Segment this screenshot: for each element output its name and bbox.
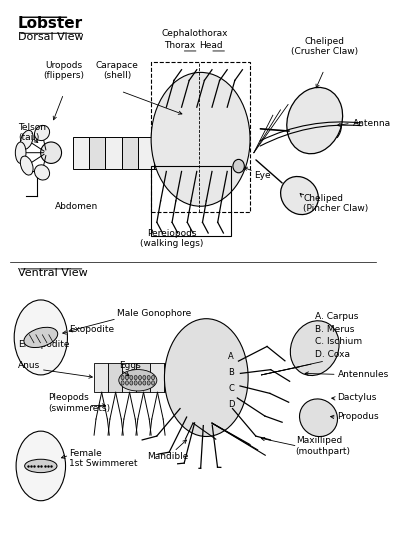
Text: Ventral View: Ventral View xyxy=(18,268,88,278)
Bar xyxy=(108,363,122,392)
Text: Pleopods
(swimmerets): Pleopods (swimmerets) xyxy=(48,393,110,413)
Text: Thorax: Thorax xyxy=(164,41,195,50)
Text: Eye: Eye xyxy=(254,171,270,180)
Text: Cephalothorax: Cephalothorax xyxy=(162,29,228,37)
Text: A: A xyxy=(228,352,234,361)
Circle shape xyxy=(138,381,142,385)
Text: Propodus: Propodus xyxy=(338,412,379,421)
Text: Dactylus: Dactylus xyxy=(338,393,377,402)
Bar xyxy=(151,62,250,212)
Ellipse shape xyxy=(300,399,338,437)
Bar xyxy=(122,137,138,169)
Circle shape xyxy=(152,381,154,385)
Bar xyxy=(150,363,164,392)
Bar xyxy=(164,363,178,392)
Text: Abdomen: Abdomen xyxy=(55,202,98,212)
Ellipse shape xyxy=(281,176,318,215)
Bar xyxy=(94,363,108,392)
Text: C: C xyxy=(228,384,234,393)
Text: Eggs: Eggs xyxy=(119,361,140,370)
Text: Endopodite: Endopodite xyxy=(18,340,70,348)
Ellipse shape xyxy=(15,142,26,163)
Circle shape xyxy=(126,381,128,385)
Text: Telson
(tail): Telson (tail) xyxy=(18,123,46,142)
Ellipse shape xyxy=(24,327,58,347)
Text: Mandible: Mandible xyxy=(148,452,189,461)
Ellipse shape xyxy=(41,142,62,163)
Text: Exopodite: Exopodite xyxy=(69,325,114,334)
Circle shape xyxy=(126,375,128,380)
Bar xyxy=(151,166,231,236)
Circle shape xyxy=(147,375,150,380)
Bar xyxy=(106,137,122,169)
Text: Maxilliped
(mouthpart): Maxilliped (mouthpart) xyxy=(296,436,351,456)
Bar xyxy=(122,363,136,392)
Text: Dorsal View: Dorsal View xyxy=(18,32,84,42)
Text: B: B xyxy=(228,368,234,377)
Text: D: D xyxy=(228,400,234,409)
Ellipse shape xyxy=(34,126,50,141)
Ellipse shape xyxy=(34,165,50,180)
Circle shape xyxy=(134,375,137,380)
Ellipse shape xyxy=(20,130,33,149)
Circle shape xyxy=(152,375,154,380)
Bar xyxy=(138,137,154,169)
Ellipse shape xyxy=(20,156,33,175)
Circle shape xyxy=(147,381,150,385)
Text: Cheliped
(Crusher Claw): Cheliped (Crusher Claw) xyxy=(291,37,358,56)
Text: A. Carpus
B. Merus
C. Ischium
D. Coxa: A. Carpus B. Merus C. Ischium D. Coxa xyxy=(315,312,362,359)
Text: Female
1st Swimmeret: Female 1st Swimmeret xyxy=(69,448,138,468)
Ellipse shape xyxy=(287,88,343,154)
Text: Anus: Anus xyxy=(18,361,40,370)
Text: Head: Head xyxy=(200,41,223,50)
Text: Antenna: Antenna xyxy=(353,119,391,128)
Circle shape xyxy=(121,375,124,380)
Text: Antennules: Antennules xyxy=(338,370,389,379)
Text: Cheliped
(Pincher Claw): Cheliped (Pincher Claw) xyxy=(303,194,368,213)
Text: Uropods
(flippers): Uropods (flippers) xyxy=(43,61,84,81)
Bar xyxy=(136,363,150,392)
Bar xyxy=(154,137,170,169)
Text: Lobster: Lobster xyxy=(18,16,83,31)
Ellipse shape xyxy=(164,319,248,437)
Ellipse shape xyxy=(25,459,57,473)
Ellipse shape xyxy=(119,370,157,391)
Circle shape xyxy=(16,431,66,501)
Circle shape xyxy=(143,375,146,380)
Ellipse shape xyxy=(151,72,250,206)
Circle shape xyxy=(130,375,133,380)
Text: Male Gonophore: Male Gonophore xyxy=(117,309,191,318)
Circle shape xyxy=(121,381,124,385)
Circle shape xyxy=(134,381,137,385)
Circle shape xyxy=(138,375,142,380)
Circle shape xyxy=(14,300,68,375)
Circle shape xyxy=(130,381,133,385)
Ellipse shape xyxy=(233,160,244,173)
Text: Pereiopods
(walking legs): Pereiopods (walking legs) xyxy=(140,229,204,248)
Bar xyxy=(73,137,89,169)
Circle shape xyxy=(143,381,146,385)
Bar xyxy=(89,137,106,169)
Text: Carapace
(shell): Carapace (shell) xyxy=(96,61,138,81)
Ellipse shape xyxy=(290,321,339,375)
